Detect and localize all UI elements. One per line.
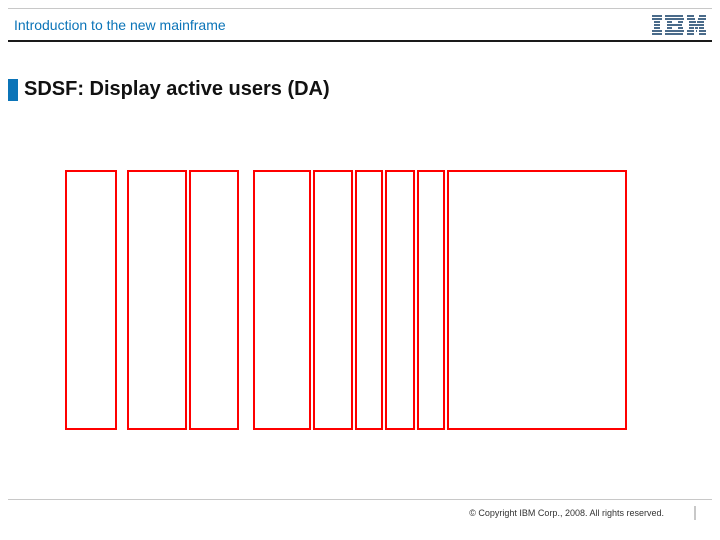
diagram-column [253,170,311,430]
header-title: Introduction to the new mainframe [14,17,226,33]
diagram-column [385,170,415,430]
diagram-column [189,170,239,430]
page-title: SDSF: Display active users (DA) [24,78,330,101]
footer: © Copyright IBM Corp., 2008. All rights … [8,499,712,520]
ibm-logo-icon [652,15,706,35]
diagram-column [313,170,353,430]
diagram-column [65,170,117,430]
diagram-column [417,170,445,430]
diagram-column [355,170,383,430]
copyright-text: © Copyright IBM Corp., 2008. All rights … [469,508,664,518]
header-bar: Introduction to the new mainframe [8,8,712,42]
footer-divider [694,506,696,520]
title-accent [8,79,18,101]
slide: Introduction to the new mainframe [0,0,720,540]
title-row: SDSF: Display active users (DA) [8,78,712,101]
diagram-column [127,170,187,430]
diagram-column [447,170,627,430]
column-diagram [65,170,630,430]
